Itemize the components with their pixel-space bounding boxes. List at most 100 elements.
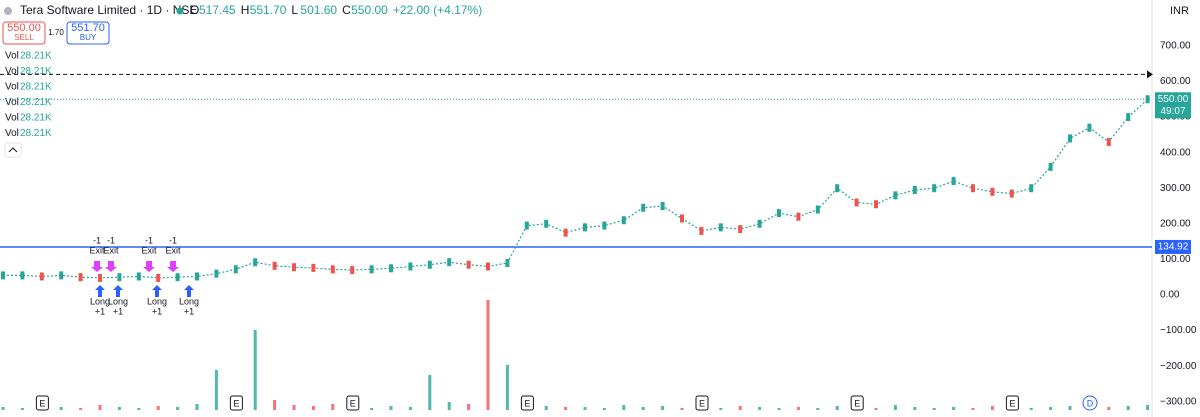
candle bbox=[854, 198, 859, 207]
candle bbox=[117, 273, 122, 282]
event-icon bbox=[850, 395, 864, 411]
buy-price: 551.70 bbox=[71, 22, 105, 34]
y-tick-label: 0.00 bbox=[1160, 290, 1180, 301]
candle bbox=[253, 258, 258, 267]
buy-button[interactable] bbox=[66, 21, 110, 45]
ohlc-value: 551.70 bbox=[250, 3, 287, 17]
indicator-value: 28.21K bbox=[20, 51, 52, 62]
volume-bar bbox=[641, 407, 645, 410]
candle bbox=[233, 265, 238, 274]
x-tick-label: E bbox=[233, 398, 239, 408]
collapse-icon bbox=[8, 147, 18, 153]
symbol: Tera Software Limited · 1D · NSE bbox=[20, 3, 197, 17]
y-tick-label: −300.00 bbox=[1160, 396, 1197, 407]
candle bbox=[136, 272, 141, 281]
volume-bar bbox=[79, 408, 83, 410]
candle bbox=[912, 185, 917, 194]
price-line-tag bbox=[1155, 239, 1191, 254]
y-tick-label: −100.00 bbox=[1160, 325, 1197, 336]
spread: 1.70 bbox=[48, 28, 64, 37]
ohlc-value: 517.45 bbox=[199, 3, 236, 17]
volume-bar bbox=[156, 406, 160, 410]
y-tick-label: 300.00 bbox=[1160, 183, 1191, 194]
ohlc-value: 501.60 bbox=[300, 3, 337, 17]
x-tick-label: E bbox=[39, 398, 45, 408]
candle bbox=[932, 184, 937, 193]
indicator-value: 28.21K bbox=[20, 113, 52, 124]
volume-bar bbox=[428, 375, 432, 410]
candle bbox=[466, 260, 471, 269]
candle bbox=[78, 273, 83, 282]
sell-price: 550.00 bbox=[7, 22, 41, 34]
collapse-button[interactable] bbox=[4, 142, 22, 158]
volume-bar bbox=[59, 407, 63, 410]
sell-label: SELL bbox=[14, 33, 34, 42]
ohlc-value: 550.00 bbox=[351, 3, 388, 17]
volume-bar bbox=[544, 406, 548, 410]
volume-bar bbox=[990, 406, 994, 410]
candle bbox=[621, 216, 626, 225]
x-tick-label: D bbox=[1087, 398, 1094, 408]
candle bbox=[350, 266, 355, 275]
x-tick-label: E bbox=[350, 398, 356, 408]
event-icon bbox=[229, 395, 243, 411]
volume-bar bbox=[1107, 407, 1111, 410]
candle bbox=[757, 219, 762, 228]
volume-bar bbox=[952, 407, 956, 410]
y-tick-label: 600.00 bbox=[1160, 76, 1191, 87]
candle bbox=[971, 184, 975, 193]
candle bbox=[389, 264, 393, 273]
volume-bar bbox=[311, 406, 315, 410]
volume-bar bbox=[408, 407, 412, 410]
ohlc-key: L bbox=[291, 3, 298, 17]
event-icon bbox=[1005, 395, 1019, 411]
trade-label: Long bbox=[179, 296, 199, 306]
volume-bar bbox=[331, 404, 335, 410]
candle bbox=[544, 219, 549, 228]
volume-bar bbox=[214, 370, 218, 410]
candle bbox=[893, 191, 898, 200]
status-dot bbox=[176, 7, 184, 15]
trade-qty: +1 bbox=[152, 306, 162, 316]
event-icon bbox=[520, 395, 534, 411]
candle bbox=[311, 263, 316, 272]
candle bbox=[1087, 123, 1092, 132]
candle bbox=[660, 202, 665, 211]
volume-bar bbox=[1146, 405, 1150, 410]
volume-bar bbox=[835, 406, 839, 410]
candle bbox=[175, 273, 180, 282]
change: +22.00 (+4.17%) bbox=[393, 3, 482, 17]
volume-bar bbox=[137, 408, 141, 410]
x-tick-label: E bbox=[699, 398, 705, 408]
candle bbox=[39, 272, 44, 281]
volume-bar bbox=[486, 300, 490, 410]
candle bbox=[505, 258, 510, 267]
volume-bar bbox=[602, 408, 606, 410]
trade-label: Exit bbox=[89, 245, 105, 255]
volume-bar bbox=[661, 406, 665, 410]
sell-button[interactable] bbox=[2, 21, 46, 45]
indicator-value: 28.21K bbox=[20, 97, 52, 108]
currency[interactable]: INR bbox=[1170, 5, 1189, 17]
ohlc-key: C bbox=[342, 3, 351, 17]
candle bbox=[486, 262, 490, 271]
candle bbox=[699, 226, 704, 235]
volume-bar bbox=[932, 408, 936, 410]
volume-bar bbox=[680, 408, 684, 410]
volume-bar bbox=[1029, 408, 1033, 410]
candle bbox=[835, 184, 840, 193]
price-line-series bbox=[3, 98, 1149, 279]
indicator-label: Vol bbox=[5, 51, 19, 62]
candle bbox=[1106, 137, 1111, 146]
volume-bar bbox=[719, 408, 723, 410]
indicator-value: 28.21K bbox=[20, 128, 52, 139]
last-price-timer: 49:07 bbox=[1160, 106, 1185, 117]
volume-bar bbox=[370, 408, 374, 410]
exit-arrow bbox=[167, 261, 179, 272]
candle bbox=[1068, 134, 1072, 143]
candle bbox=[156, 273, 161, 282]
candle bbox=[777, 209, 781, 218]
volume-bar bbox=[564, 407, 568, 410]
y-tick-label: 700.00 bbox=[1160, 41, 1191, 52]
